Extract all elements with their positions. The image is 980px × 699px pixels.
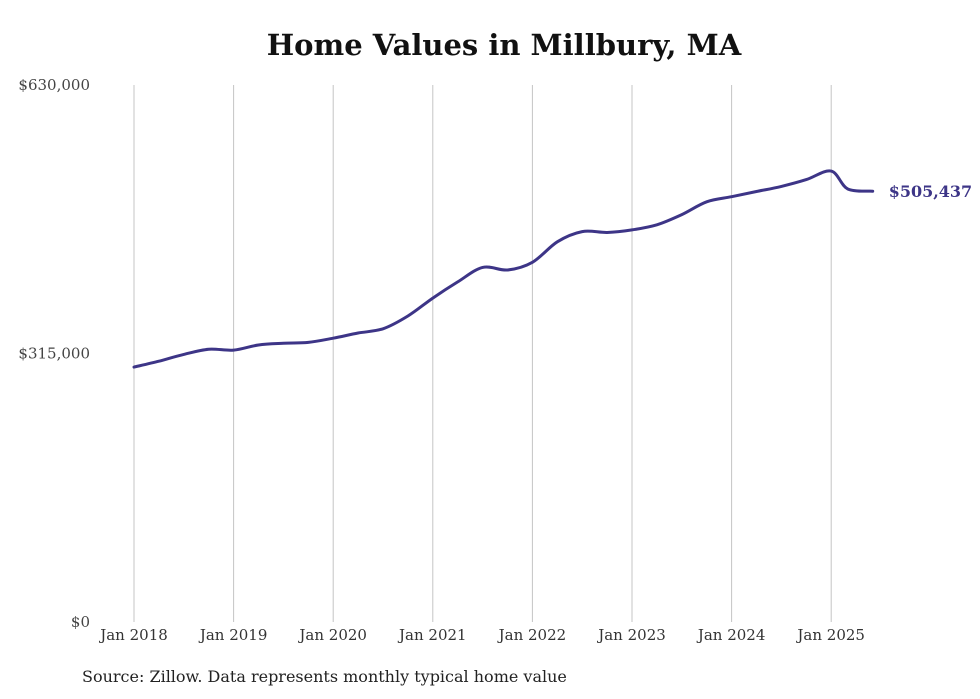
x-tick-label: Jan 2023 — [596, 626, 666, 644]
chart-title: Home Values in Millbury, MA — [266, 28, 742, 62]
x-tick-label: Jan 2018 — [98, 626, 168, 644]
end-label-layer: $505,437 — [889, 182, 973, 201]
x-tick-label: Jan 2024 — [696, 626, 766, 644]
x-axis-ticks: Jan 2018 Jan 2019 Jan 2020 Jan 2021 Jan 2022… — [98, 626, 865, 644]
end-value-label: $505,437 — [889, 182, 973, 201]
x-tick-label: Jan 2025 — [795, 626, 865, 644]
x-tick-label: Jan 2019 — [198, 626, 268, 644]
source-note: Source: Zillow. Data represents monthly … — [82, 667, 567, 686]
y-tick-label: $315,000 — [18, 345, 90, 363]
grid-lines — [133, 85, 832, 622]
x-tick-label: Jan 2020 — [297, 626, 367, 644]
x-tick-label: Jan 2021 — [397, 626, 467, 644]
x-tick-label: Jan 2022 — [497, 626, 567, 644]
y-tick-label: $0 — [71, 613, 90, 631]
y-axis-ticks: $0 $315,000 $630,000 — [18, 76, 90, 631]
y-tick-label: $630,000 — [18, 76, 90, 94]
series-line-0 — [132, 169, 875, 369]
series-line-layer — [132, 169, 875, 369]
